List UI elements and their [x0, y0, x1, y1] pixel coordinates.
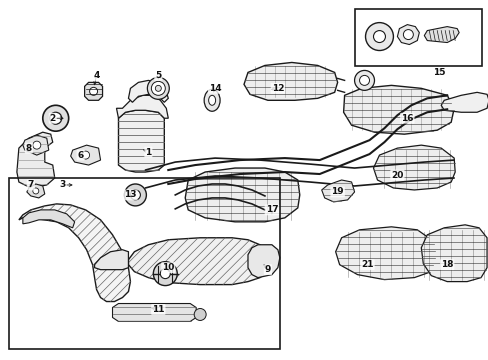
Circle shape: [130, 190, 140, 200]
Circle shape: [50, 112, 61, 124]
Polygon shape: [424, 27, 458, 42]
Text: 17: 17: [265, 206, 278, 215]
Ellipse shape: [208, 95, 215, 105]
Text: 15: 15: [432, 68, 445, 77]
Text: 8: 8: [26, 144, 32, 153]
Circle shape: [153, 262, 177, 285]
Text: 2: 2: [49, 114, 56, 123]
Polygon shape: [321, 180, 354, 202]
Text: 6: 6: [78, 150, 83, 159]
Text: 10: 10: [162, 263, 174, 272]
Circle shape: [151, 81, 165, 95]
Polygon shape: [247, 245, 279, 278]
Polygon shape: [440, 92, 488, 112]
Circle shape: [42, 105, 68, 131]
Bar: [9, 178, 279, 349]
Polygon shape: [17, 132, 55, 188]
Text: 4: 4: [93, 71, 100, 80]
Polygon shape: [116, 95, 168, 118]
Text: 5: 5: [155, 71, 161, 80]
Circle shape: [33, 188, 39, 194]
Polygon shape: [19, 204, 130, 302]
Text: 16: 16: [400, 114, 413, 123]
Text: 14: 14: [208, 84, 221, 93]
Polygon shape: [118, 110, 164, 172]
Circle shape: [124, 184, 146, 206]
Polygon shape: [94, 250, 128, 270]
Circle shape: [354, 71, 374, 90]
Text: 21: 21: [361, 260, 373, 269]
Circle shape: [160, 269, 170, 279]
Polygon shape: [421, 225, 486, 282]
Polygon shape: [373, 145, 454, 190]
Polygon shape: [84, 82, 102, 100]
Circle shape: [373, 31, 385, 42]
Circle shape: [155, 85, 161, 91]
Circle shape: [194, 309, 206, 320]
Polygon shape: [71, 145, 101, 165]
Text: 7: 7: [28, 180, 34, 189]
Circle shape: [365, 23, 393, 50]
Circle shape: [81, 151, 89, 159]
Polygon shape: [185, 168, 299, 222]
Text: 9: 9: [264, 265, 270, 274]
Polygon shape: [112, 303, 196, 321]
Circle shape: [359, 75, 369, 85]
Circle shape: [33, 141, 41, 149]
Text: 19: 19: [331, 188, 343, 197]
Ellipse shape: [203, 89, 220, 111]
Text: 13: 13: [124, 190, 137, 199]
Circle shape: [147, 77, 169, 99]
Text: 12: 12: [271, 84, 284, 93]
Circle shape: [89, 87, 98, 95]
Text: 1: 1: [145, 148, 151, 157]
Polygon shape: [27, 184, 45, 198]
Polygon shape: [343, 85, 453, 134]
Polygon shape: [23, 135, 49, 155]
Polygon shape: [128, 80, 168, 102]
Text: 11: 11: [152, 305, 164, 314]
Polygon shape: [244, 62, 337, 100]
Polygon shape: [128, 238, 269, 285]
Text: 3: 3: [60, 180, 66, 189]
Circle shape: [403, 30, 412, 40]
Polygon shape: [397, 24, 419, 45]
Polygon shape: [23, 210, 75, 228]
Text: 20: 20: [390, 171, 403, 180]
Polygon shape: [335, 227, 434, 280]
Text: 18: 18: [440, 260, 452, 269]
Bar: [354, 9, 481, 67]
